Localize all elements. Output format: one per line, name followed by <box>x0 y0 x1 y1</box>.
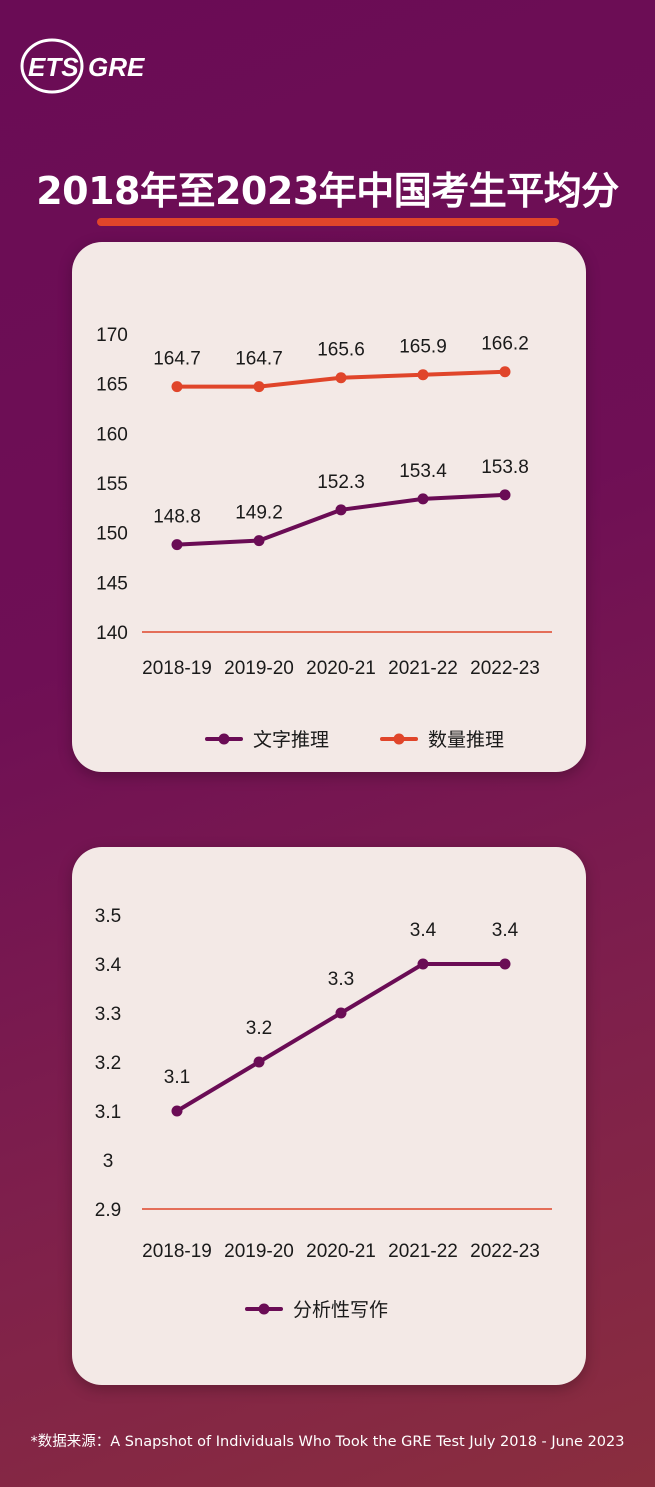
y-tick-label: 3.1 <box>95 1102 121 1123</box>
data-label: 3.1 <box>164 1067 190 1088</box>
data-point <box>499 366 511 378</box>
data-label: 164.7 <box>235 349 283 370</box>
y-tick-label: 3.2 <box>95 1053 121 1074</box>
legend-marker <box>393 733 405 745</box>
logo-ring <box>20 38 84 94</box>
series-line <box>176 492 506 547</box>
x-tick-label: 2020-21 <box>306 658 376 679</box>
ets-gre-logo: ETS GRE <box>20 38 145 94</box>
title-underline <box>97 218 559 226</box>
x-tick-label: 2018-19 <box>142 1241 212 1262</box>
y-tick-label: 2.9 <box>95 1200 121 1221</box>
title-container: 2018年至2023年中国考生平均分 <box>0 160 655 215</box>
x-tick-label: 2021-22 <box>388 1241 458 1262</box>
legend-marker <box>218 733 230 745</box>
x-tick-label: 2018-19 <box>142 658 212 679</box>
reasoning-line-chart: 170 165 160 155 150 145 140 2018-19 2019-20 2020-… <box>96 325 552 751</box>
y-tick-label: 170 <box>96 325 128 346</box>
y-tick-label: 145 <box>96 573 128 594</box>
logo-gre: GRE <box>88 52 145 82</box>
data-point <box>417 493 429 505</box>
data-label: 165.6 <box>317 340 365 361</box>
y-tick-label: 140 <box>96 623 128 644</box>
x-tick-label: 2019-20 <box>224 658 294 679</box>
data-point <box>253 381 265 393</box>
data-point <box>335 1007 347 1019</box>
data-label: 3.4 <box>492 920 519 941</box>
data-point <box>253 535 265 547</box>
x-tick-label: 2022-23 <box>470 1241 540 1262</box>
writing-line-chart: 3.5 3.4 3.3 3.2 3.1 3 2.9 2018-19 2019-20 2020-21… <box>95 906 552 1321</box>
y-tick-label: 160 <box>96 424 128 445</box>
y-tick-label: 3.4 <box>95 955 122 976</box>
legend-label: 分析性写作 <box>293 1299 388 1321</box>
data-label: 3.2 <box>246 1018 272 1039</box>
data-point <box>253 1056 265 1068</box>
data-point <box>171 381 183 393</box>
data-point <box>171 539 183 551</box>
legend-label: 数量推理 <box>428 729 504 751</box>
data-label: 166.2 <box>481 334 529 355</box>
data-label: 3.3 <box>328 969 354 990</box>
logo-ets: ETS <box>28 52 79 82</box>
data-label: 149.2 <box>235 503 283 524</box>
data-label: 148.8 <box>153 507 201 528</box>
y-tick-label: 3.5 <box>95 906 121 927</box>
data-label: 152.3 <box>317 472 365 493</box>
legend-label: 文字推理 <box>253 729 329 751</box>
data-point <box>417 958 429 970</box>
data-point <box>499 489 511 501</box>
data-point <box>335 504 347 516</box>
page-title: 2018年至2023年中国考生平均分 <box>36 169 619 213</box>
y-tick-label: 3.3 <box>95 1004 121 1025</box>
data-label: 153.8 <box>481 457 529 478</box>
writing-chart-card: 3.5 3.4 3.3 3.2 3.1 3 2.9 2018-19 2019-20 2020-21… <box>72 847 586 1385</box>
y-tick-label: 165 <box>96 375 128 396</box>
data-point <box>499 958 511 970</box>
data-label: 153.4 <box>399 461 447 482</box>
reasoning-chart-card: 170 165 160 155 150 145 140 2018-19 2019-20 2020-… <box>72 242 586 772</box>
data-label: 3.4 <box>410 920 437 941</box>
y-tick-label: 155 <box>96 474 128 495</box>
data-label: 165.9 <box>399 337 447 358</box>
x-tick-label: 2019-20 <box>224 1241 294 1262</box>
x-tick-label: 2020-21 <box>306 1241 376 1262</box>
legend-marker <box>258 1303 270 1315</box>
data-point <box>417 369 429 381</box>
data-point <box>171 1105 183 1117</box>
data-source-footnote: *数据来源：A Snapshot of Individuals Who Took… <box>30 1434 625 1450</box>
y-tick-label: 3 <box>103 1151 114 1172</box>
data-point <box>335 372 347 384</box>
x-tick-label: 2021-22 <box>388 658 458 679</box>
data-label: 164.7 <box>153 349 201 370</box>
x-tick-label: 2022-23 <box>470 658 540 679</box>
y-tick-label: 150 <box>96 524 128 545</box>
